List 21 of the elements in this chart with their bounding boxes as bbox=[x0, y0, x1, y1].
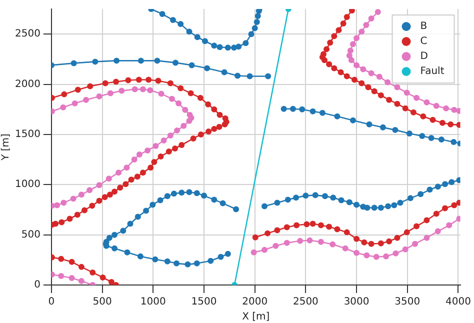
y-tick-label: 0 bbox=[34, 280, 40, 291]
y-tick-label: 1000 bbox=[14, 179, 40, 190]
legend-label: C bbox=[420, 36, 428, 48]
y-tick-label: 1500 bbox=[14, 129, 40, 140]
x-tick-label: 2000 bbox=[242, 296, 268, 308]
x-tick-label: 500 bbox=[92, 296, 112, 308]
x-tick-label: 3500 bbox=[394, 296, 420, 308]
x-tick-label: 3000 bbox=[344, 296, 370, 308]
x-tick-label: 4000 bbox=[446, 296, 471, 308]
x-tick-label: 1500 bbox=[191, 296, 217, 308]
y-axis-title: Y [m] bbox=[0, 133, 12, 162]
legend-label: D bbox=[420, 51, 428, 62]
legend-label: Fault bbox=[420, 66, 444, 78]
x-tick-label: 2500 bbox=[292, 296, 318, 308]
x-tick-label: 0 bbox=[48, 296, 55, 308]
x-tick-label: 1000 bbox=[140, 296, 166, 308]
legend-label: B bbox=[420, 21, 428, 32]
x-axis-title: X [m] bbox=[242, 312, 270, 323]
y-tick-label: 2500 bbox=[14, 28, 40, 40]
y-tick-label: 2000 bbox=[14, 78, 40, 90]
y-tick-label: 500 bbox=[21, 229, 40, 240]
